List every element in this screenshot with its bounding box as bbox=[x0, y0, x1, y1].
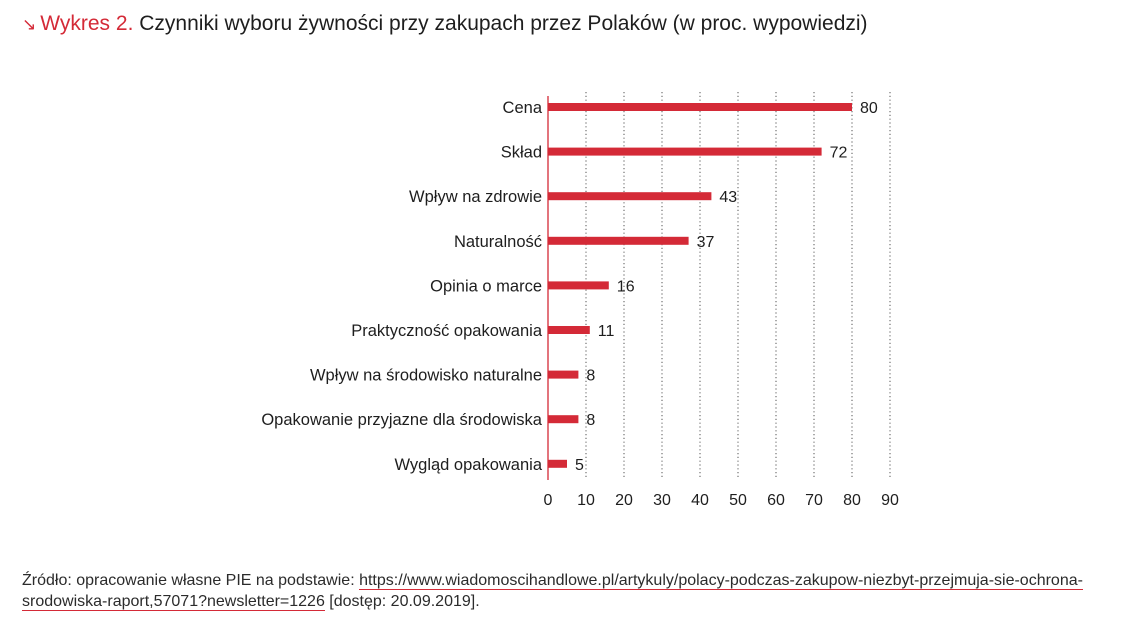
data-label: 43 bbox=[719, 189, 737, 206]
bar bbox=[548, 459, 567, 468]
x-tick-label: 0 bbox=[544, 492, 553, 509]
source-link[interactable]: https://www.wiadomoscihandlowe.pl/artyku… bbox=[22, 572, 1083, 611]
bar bbox=[548, 192, 712, 201]
figure-title: Czynniki wyboru żywności przy zakupach p… bbox=[139, 12, 868, 35]
chart-title: ↘ Wykres 2. Czynniki wyboru żywności przy… bbox=[22, 12, 868, 36]
category-label: Wpływ na środowisko naturalne bbox=[310, 367, 542, 385]
data-label: 8 bbox=[586, 412, 595, 429]
figure-label: Wykres 2. bbox=[40, 12, 134, 35]
x-tick-label: 20 bbox=[615, 492, 633, 509]
bar bbox=[548, 236, 689, 245]
x-tick-label: 70 bbox=[805, 492, 823, 509]
category-label: Skład bbox=[501, 144, 542, 162]
x-tick-label: 50 bbox=[729, 492, 747, 509]
x-tick-label: 90 bbox=[881, 492, 899, 509]
data-label: 80 bbox=[860, 100, 878, 117]
bar bbox=[548, 370, 579, 379]
source-prefix: Źródło: opracowanie własne PIE na podsta… bbox=[22, 572, 360, 589]
category-label: Wpływ na zdrowie bbox=[409, 188, 542, 206]
x-tick-label: 60 bbox=[767, 492, 785, 509]
data-label: 5 bbox=[575, 457, 584, 474]
data-label: 72 bbox=[830, 145, 848, 162]
bar bbox=[548, 326, 590, 334]
category-label: Opakowanie przyjazne dla środowiska bbox=[261, 411, 542, 429]
bar bbox=[548, 147, 822, 156]
category-label: Praktyczność opakowania bbox=[351, 322, 543, 340]
source-note: Źródło: opracowanie własne PIE na podsta… bbox=[22, 570, 1112, 612]
source-suffix: [dostęp: 20.09.2019]. bbox=[324, 593, 480, 610]
data-label: 8 bbox=[586, 368, 595, 385]
category-label: Opinia o marce bbox=[430, 277, 542, 295]
arrow-down-right-icon: ↘ bbox=[22, 15, 37, 34]
data-label: 37 bbox=[697, 234, 715, 251]
bar bbox=[548, 281, 609, 290]
x-tick-label: 80 bbox=[843, 492, 861, 509]
bar bbox=[548, 415, 579, 424]
category-label: Cena bbox=[503, 99, 543, 117]
category-label: Wygląd opakowania bbox=[394, 456, 542, 474]
x-tick-label: 30 bbox=[653, 492, 671, 509]
data-label: 11 bbox=[598, 323, 615, 340]
category-label: Naturalność bbox=[454, 233, 542, 251]
x-tick-label: 10 bbox=[577, 492, 595, 509]
bar bbox=[548, 103, 852, 111]
data-label: 16 bbox=[617, 278, 635, 295]
x-tick-label: 40 bbox=[691, 492, 709, 509]
